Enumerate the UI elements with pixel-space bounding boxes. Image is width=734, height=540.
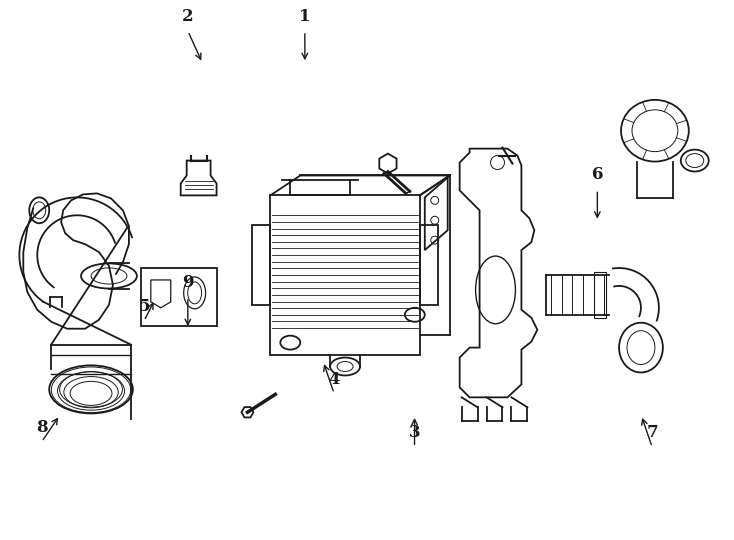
Text: 3: 3 [409,424,421,441]
Text: 2: 2 [182,8,194,25]
Bar [141,268,217,326]
Text: 5: 5 [138,298,150,315]
Text: 8: 8 [36,419,48,436]
Text: 6: 6 [592,166,603,184]
Text: 4: 4 [328,370,340,388]
Text: 9: 9 [182,274,194,291]
Text: 7: 7 [647,424,658,441]
Bar [252,225,270,305]
Bar [270,195,420,355]
Bar [594,272,606,318]
Text: 1: 1 [299,8,310,25]
Bar [420,225,437,305]
